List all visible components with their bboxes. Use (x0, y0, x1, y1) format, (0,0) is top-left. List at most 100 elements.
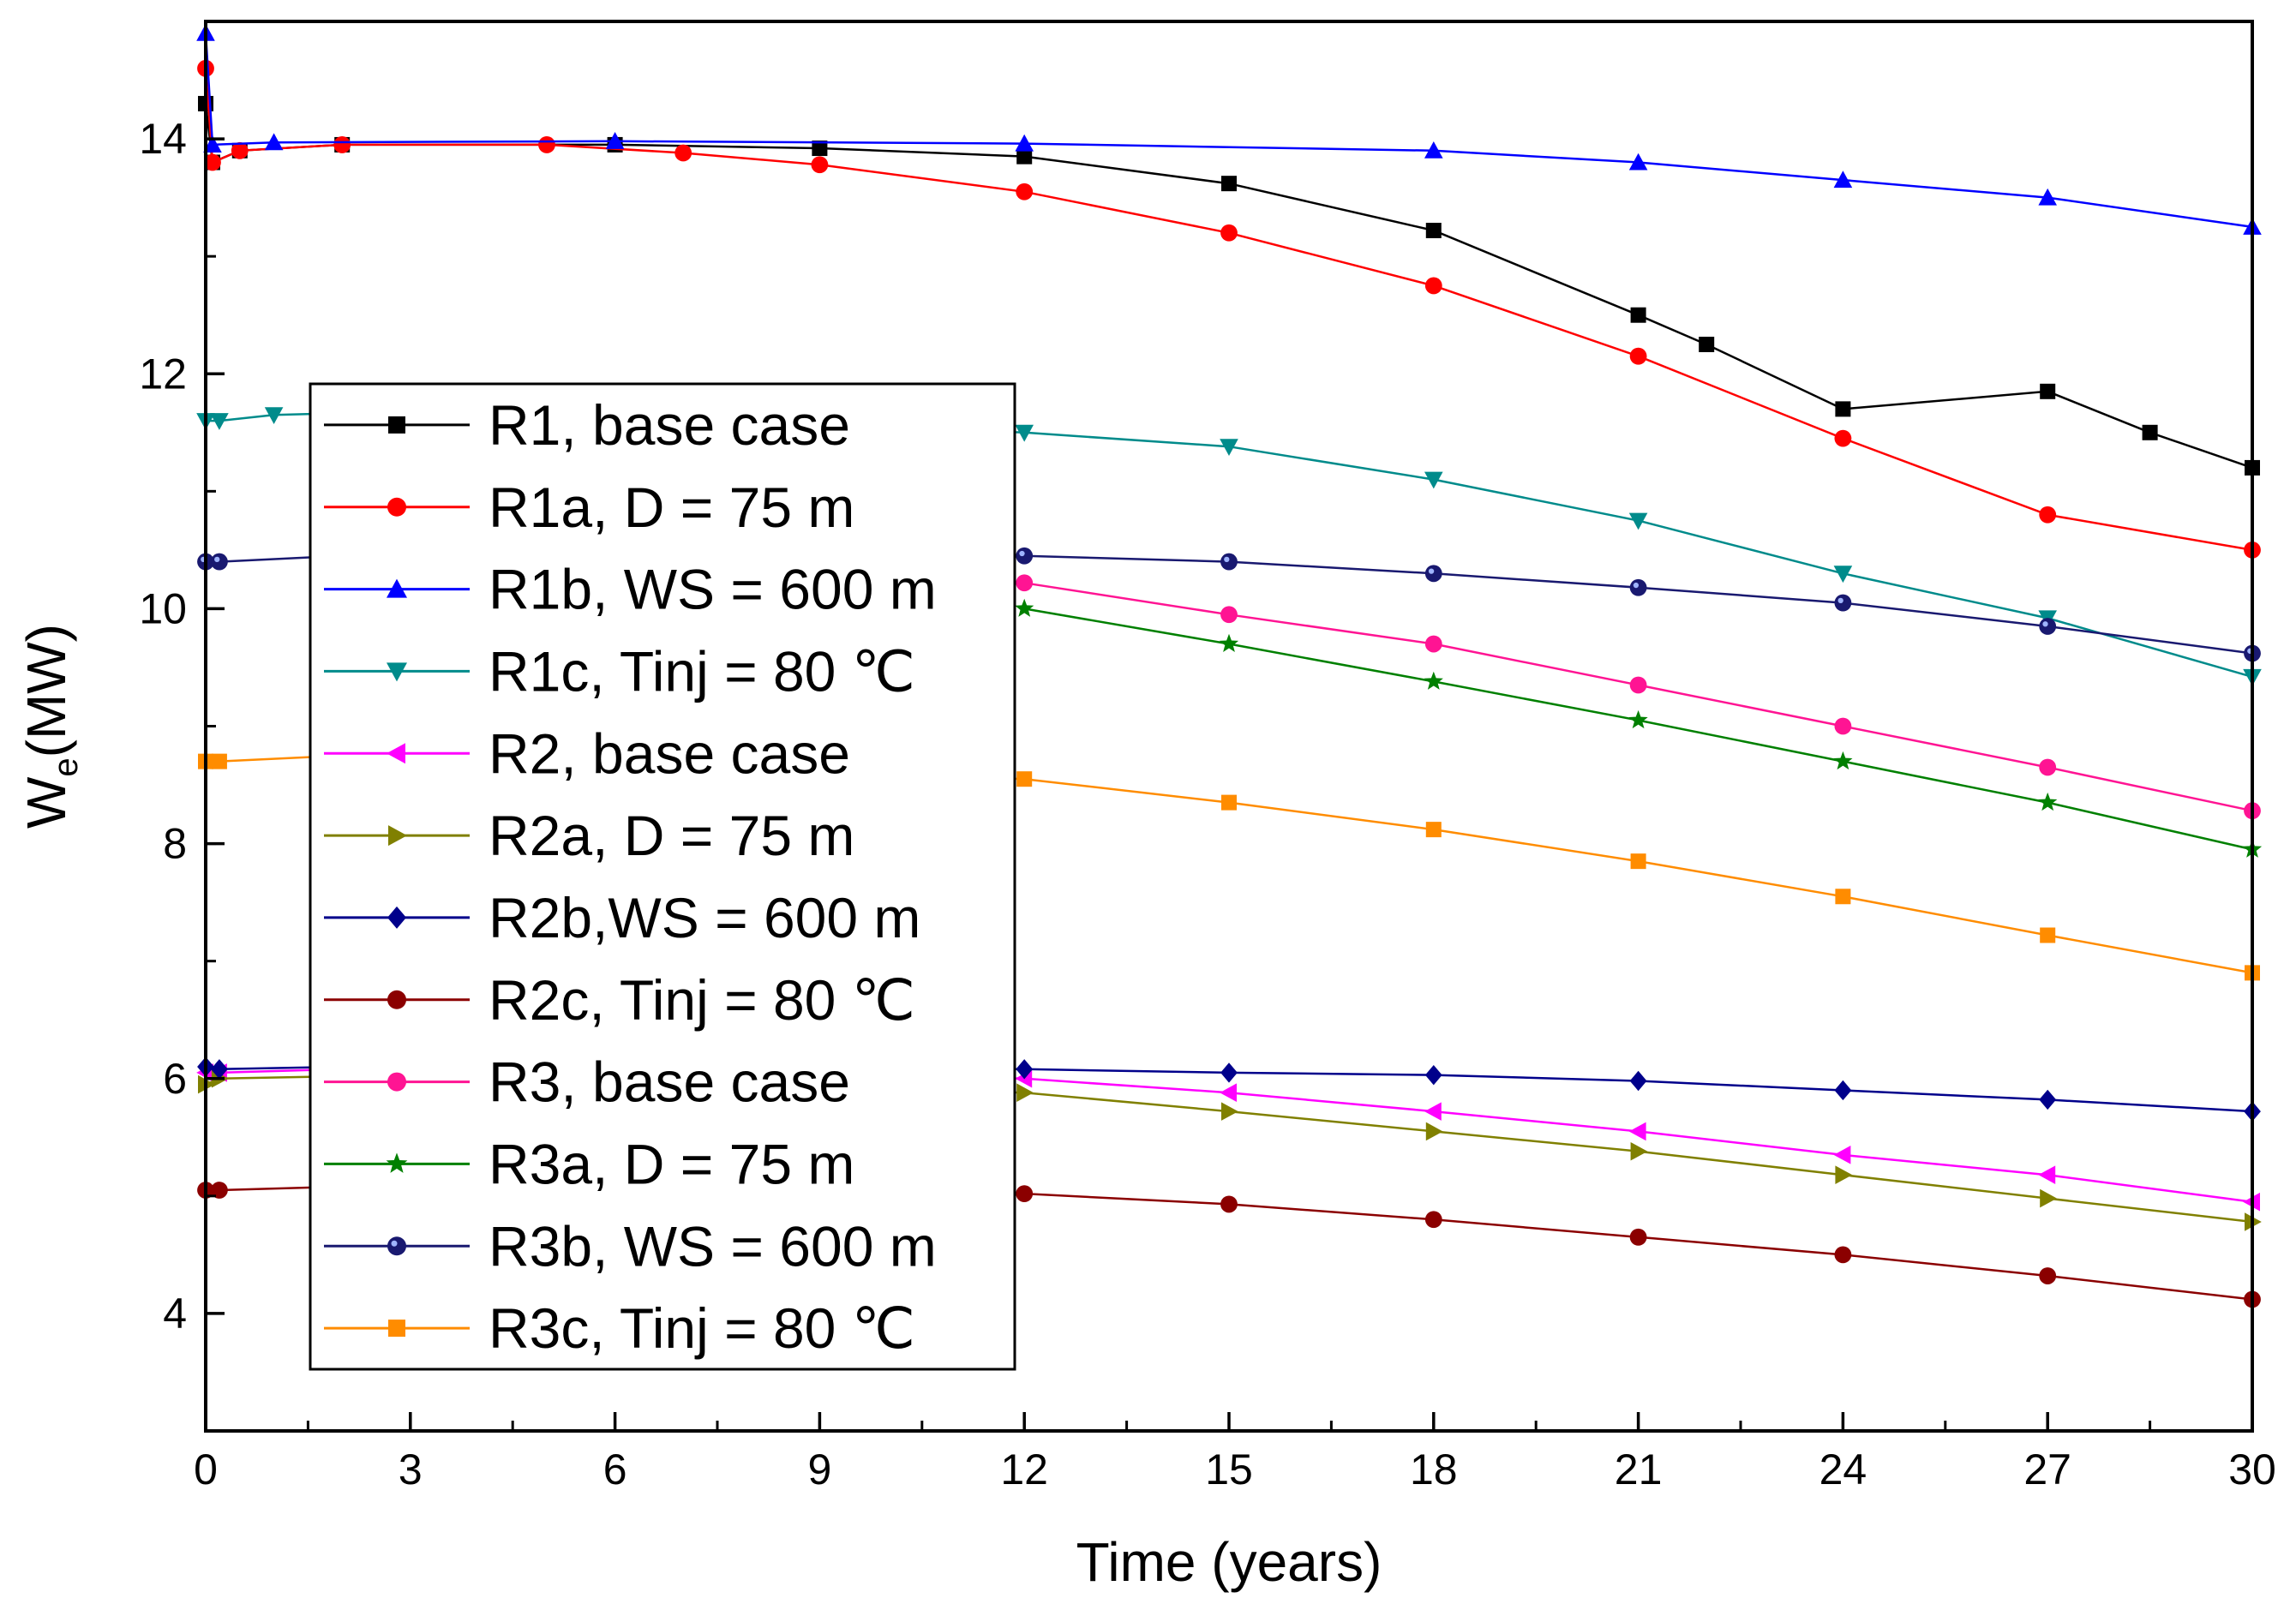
y-tick-label: 6 (163, 1055, 187, 1103)
x-tick-label: 30 (2228, 1445, 2276, 1493)
data-point (1016, 1059, 1034, 1080)
legend-label: R1a, D = 75 m (489, 476, 854, 539)
data-point (1220, 1195, 1238, 1213)
legend-marker (388, 416, 405, 434)
legend-entry: R1, base case (324, 393, 850, 457)
series-line (1023, 607, 2253, 851)
data-point (674, 144, 692, 162)
series-8 (197, 1177, 2261, 1308)
data-point (1628, 1122, 1646, 1141)
data-point (211, 1182, 228, 1199)
legend-entry: R3b, WS = 600 m (324, 1214, 937, 1278)
data-point (1424, 141, 1443, 159)
legend-marker (388, 1320, 405, 1338)
data-point (1834, 1246, 1852, 1264)
series-line (204, 33, 2253, 229)
legend-marker (387, 497, 406, 517)
legend-entry: R1a, D = 75 m (324, 476, 854, 539)
legend-entry: R2, base case (324, 721, 850, 785)
data-point (1835, 401, 1851, 417)
legend-label: R1, base case (489, 393, 850, 457)
legend-marker (388, 825, 407, 847)
legend-marker (387, 906, 406, 929)
axes-layer: 0 3 6 9 12 15 18 21 24 27 30 4 6 8 10 12 14 (139, 20, 2276, 1493)
data-point (231, 141, 249, 159)
y-tick-label: 12 (139, 350, 187, 398)
y-tick-label: 10 (139, 584, 187, 632)
data-point (1424, 471, 1443, 489)
series-line (206, 754, 2253, 974)
data-point (1424, 635, 1442, 653)
series-10 (1015, 598, 2263, 858)
legend-entry: R1b, WS = 600 m (324, 558, 937, 621)
data-point (2039, 758, 2057, 776)
data-point (812, 141, 828, 157)
y-axis-title-unit: (MW) (15, 624, 77, 757)
data-point (1629, 676, 1647, 694)
data-point (1630, 307, 1646, 323)
series-3 (196, 23, 2262, 235)
legend: R1, base case R1a, D = 75 m R1b, WS = 600 … (309, 382, 1016, 1371)
data-point (2038, 188, 2057, 206)
legend-label: R3b, WS = 600 m (489, 1214, 937, 1278)
x-tick-label: 0 (194, 1445, 218, 1493)
data-point (1628, 512, 1648, 530)
series-2 (197, 59, 2261, 559)
x-tick-label: 15 (1205, 1445, 1253, 1493)
x-tick-label: 3 (399, 1445, 423, 1493)
data-point (1630, 853, 1646, 870)
data-point (1015, 424, 1034, 442)
data-point (2040, 383, 2056, 399)
x-tick-label: 24 (1819, 1445, 1867, 1493)
data-point (1629, 347, 1647, 365)
legend-label: R3c, Tinj = 80 ℃ (489, 1296, 915, 1360)
data-point (1221, 1102, 1238, 1121)
data-point (1221, 176, 1237, 192)
x-tick-label: 27 (2023, 1445, 2071, 1493)
legend-marker (387, 1072, 406, 1092)
data-point (1016, 1083, 1034, 1102)
legend-entry: R2a, D = 75 m (324, 804, 854, 867)
series-line (205, 1065, 2253, 1113)
y-tick-label: 4 (163, 1290, 187, 1338)
data-point (1628, 153, 1648, 171)
data-point (211, 1059, 228, 1080)
data-point (1834, 717, 1852, 735)
x-tick-label: 6 (603, 1445, 627, 1493)
data-point (1833, 566, 1853, 584)
data-point (1016, 574, 1034, 592)
data-point (538, 136, 555, 153)
data-point (1425, 822, 1442, 838)
data-point (1016, 183, 1034, 201)
legend-marker (387, 990, 406, 1009)
legend-entry: R3a, D = 75 m (324, 1132, 854, 1195)
data-point (605, 132, 625, 149)
data-point (811, 156, 829, 174)
data-point (203, 135, 222, 153)
data-point (1016, 1185, 1034, 1202)
x-tick-label: 12 (1000, 1445, 1048, 1493)
y-axis-title-sub: e (47, 757, 85, 776)
data-point (1835, 889, 1851, 905)
y-axis-title: We(MW) (15, 624, 85, 829)
legend-entry: R3c, Tinj = 80 ℃ (324, 1296, 915, 1360)
data-point (2039, 506, 2057, 524)
data-point (264, 407, 284, 425)
series-line (206, 1068, 2253, 1203)
data-point (333, 136, 351, 153)
data-point (1015, 134, 1034, 152)
data-point (204, 153, 221, 171)
data-point (1016, 771, 1033, 787)
data-point (211, 753, 227, 769)
data-point (1220, 224, 1238, 242)
data-point (1220, 439, 1238, 457)
legend-marker (386, 1152, 408, 1173)
data-point (2040, 927, 2056, 943)
data-point (1219, 633, 1239, 652)
legend-label: R1c, Tinj = 80 ℃ (489, 639, 915, 703)
data-point (1425, 223, 1442, 239)
data-point (210, 413, 229, 430)
data-point (1015, 598, 1034, 617)
y-axis-title-main: W (15, 776, 77, 829)
data-point (1016, 148, 1033, 165)
